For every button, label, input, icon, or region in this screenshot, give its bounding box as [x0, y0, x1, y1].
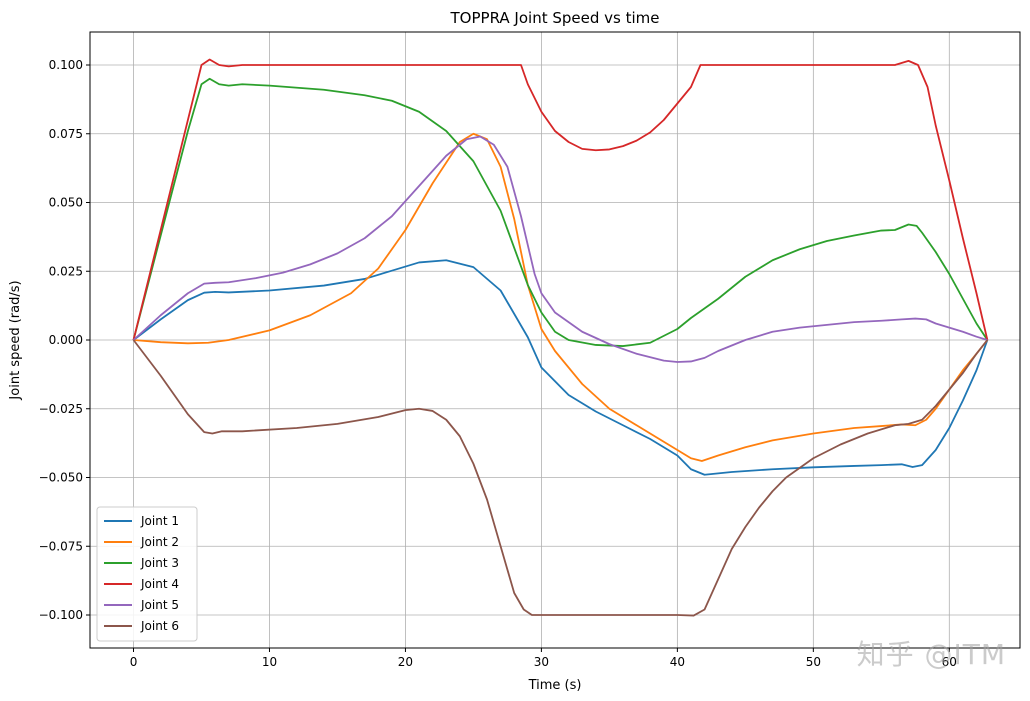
x-tick-label: 0 [130, 655, 138, 669]
legend-label: Joint 3 [140, 556, 179, 570]
legend-label: Joint 6 [140, 619, 179, 633]
legend-label: Joint 4 [140, 577, 179, 591]
legend-label: Joint 5 [140, 598, 179, 612]
x-tick-label: 50 [806, 655, 821, 669]
y-axis-label: Joint speed (rad/s) [8, 280, 23, 400]
y-tick-label: 0.025 [49, 264, 83, 278]
x-tick-label: 10 [262, 655, 277, 669]
series-line-joint-2 [133, 132, 989, 462]
legend-label: Joint 1 [140, 514, 179, 528]
x-tick-label: 60 [942, 655, 957, 669]
series-line-joint-6 [132, 339, 989, 617]
series-line-joint-4 [132, 58, 989, 341]
legend-label: Joint 2 [140, 535, 179, 549]
legend: Joint 1 Joint 2 Joint 3 Joint 4 Joint 5 Joint… [96, 506, 198, 642]
y-tick-label: −0.100 [39, 608, 83, 622]
series-line-joint-1 [132, 259, 989, 476]
series-line-joint-3 [132, 77, 989, 347]
x-axis-label: Time (s) [528, 678, 582, 693]
legend-box [96, 506, 198, 642]
y-tick-label: 0.075 [49, 127, 83, 141]
x-tick-label: 40 [670, 655, 685, 669]
y-tick-label: −0.075 [39, 539, 83, 553]
y-tick-label: 0.000 [49, 333, 83, 347]
grid-lines [90, 32, 1020, 648]
y-tick-label: −0.050 [39, 471, 83, 485]
watermark-text: 知乎 @ITM [856, 638, 1006, 671]
y-tick-label: 0.050 [49, 196, 83, 210]
series-lines [132, 58, 989, 617]
series-line-joint-5 [132, 135, 988, 363]
axis-ticks: 0 10 20 30 40 50 60 0.100 0.075 0.050 0.025 0.000 −0… [39, 58, 957, 669]
chart-title: TOPPRA Joint Speed vs time [450, 9, 660, 27]
x-tick-label: 20 [398, 655, 413, 669]
y-tick-label: −0.025 [39, 402, 83, 416]
y-tick-label: 0.100 [49, 58, 83, 72]
x-tick-label: 30 [534, 655, 549, 669]
